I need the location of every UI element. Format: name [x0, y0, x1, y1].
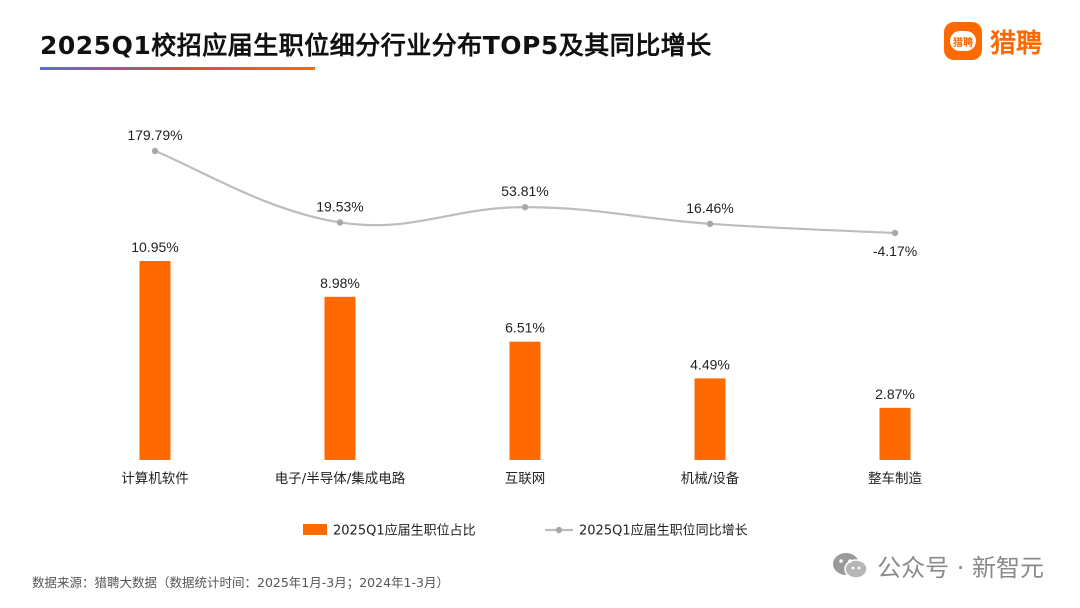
bar-label-4: 4.49% — [690, 356, 730, 372]
legend-line-label: 2025Q1应届生职位同比增长 — [579, 523, 748, 539]
watermark: 公众号 · 新智元 — [831, 548, 1044, 583]
bar-label-3: 6.51% — [505, 320, 545, 336]
growth-label-5: -4.17% — [873, 243, 917, 259]
growth-label-3: 53.81% — [501, 183, 548, 199]
legend-bar-label: 2025Q1应届生职位占比 — [333, 523, 476, 539]
growth-label-1: 179.79% — [127, 127, 182, 143]
data-source-note: 数据来源：猎聘大数据（数据统计时间：2025年1月-3月；2024年1-3月） — [32, 575, 449, 590]
legend-line-marker — [555, 526, 563, 534]
growth-label-2: 19.53% — [316, 198, 363, 214]
wechat-icon — [833, 552, 868, 579]
bar-2 — [324, 296, 356, 460]
brand-name: 猎聘 — [989, 28, 1042, 59]
bar-label-1: 10.95% — [131, 239, 178, 255]
category-label-2: 电子/半导体/集成电路 — [275, 471, 406, 487]
bar-4 — [694, 378, 726, 460]
category-label-4: 机械/设备 — [681, 470, 740, 487]
bar-3 — [509, 341, 541, 460]
growth-point-4 — [706, 220, 714, 228]
growth-point-2 — [336, 219, 344, 226]
growth-point-1 — [151, 147, 159, 155]
category-label-1: 计算机软件 — [121, 471, 189, 487]
category-label-3: 互联网 — [505, 471, 546, 487]
growth-point-3 — [521, 203, 529, 211]
brand: 猎聘 猎聘 — [943, 22, 1042, 60]
growth-point-5 — [891, 229, 899, 237]
bar-5 — [879, 407, 911, 460]
watermark-text: 公众号 · 新智元 — [877, 554, 1044, 582]
title-underline — [40, 67, 315, 70]
bar-label-5: 2.87% — [875, 386, 915, 402]
growth-label-4: 16.46% — [686, 200, 733, 216]
page-title: 2025Q1校招应届生职位细分行业分布TOP5及其同比增长 — [40, 31, 712, 60]
legend-bar-swatch — [303, 524, 327, 535]
bar-label-2: 8.98% — [320, 275, 360, 291]
category-label-5: 整车制造 — [868, 470, 922, 487]
liepin-logo-icon: 猎聘 — [943, 22, 982, 60]
bar-1 — [139, 261, 171, 460]
brand-logo-text: 猎聘 — [949, 31, 976, 51]
